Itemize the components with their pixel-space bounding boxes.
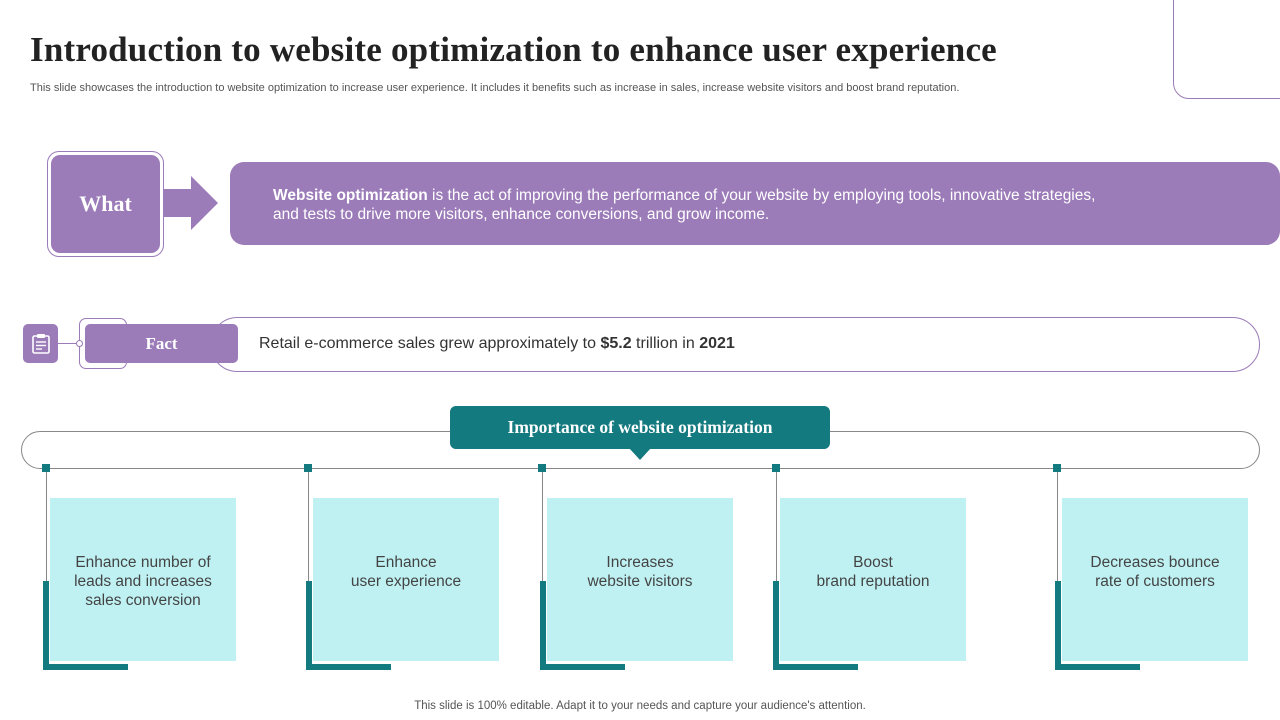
importance-card-4: Boost brand reputation xyxy=(780,498,966,661)
item-node xyxy=(772,464,780,472)
importance-card-3: Increases website visitors xyxy=(547,498,733,661)
right-arrow-icon xyxy=(163,176,218,230)
item-node xyxy=(304,464,312,472)
fact-icon-box xyxy=(23,324,58,363)
footer-note: This slide is 100% editable. Adapt it to… xyxy=(414,700,866,712)
importance-pointer xyxy=(629,448,651,460)
item-accent-bracket xyxy=(773,581,858,670)
what-term: Website optimization xyxy=(273,187,428,204)
importance-title: Importance of website optimization xyxy=(507,417,773,437)
fact-label-box: Fact xyxy=(85,324,238,363)
importance-card-5: Decreases bounce rate of customers xyxy=(1062,498,1248,661)
what-definition-banner: Website optimization is the act of impro… xyxy=(230,162,1280,245)
fact-connector-line xyxy=(58,343,78,344)
item-connector-line xyxy=(46,469,47,581)
what-label-box: What xyxy=(51,155,160,253)
item-node xyxy=(1053,464,1061,472)
item-connector-line xyxy=(1057,469,1058,581)
item-connector-line xyxy=(776,469,777,581)
fact-connector-dot xyxy=(76,340,83,347)
importance-header: Importance of website optimization xyxy=(450,406,830,449)
item-node xyxy=(42,464,50,472)
item-accent-bracket xyxy=(43,581,128,670)
what-definition-line2: and tests to drive more visitors, enhanc… xyxy=(273,206,770,223)
fact-amount: $5.2 xyxy=(600,335,632,352)
fact-text: Retail e-commerce sales grew approximate… xyxy=(259,335,735,352)
item-accent-bracket xyxy=(1055,581,1140,670)
item-accent-bracket xyxy=(306,581,391,670)
page-title: Introduction to website optimization to … xyxy=(30,30,997,69)
corner-decoration xyxy=(1173,0,1280,99)
fact-year: 2021 xyxy=(699,335,735,352)
importance-card-2: Enhance user experience xyxy=(313,498,499,661)
fact-label: Fact xyxy=(145,333,178,353)
what-label: What xyxy=(79,191,132,216)
item-connector-line xyxy=(308,469,309,581)
item-accent-bracket xyxy=(540,581,625,670)
importance-card-1: Enhance number of leads and increases sa… xyxy=(50,498,236,661)
what-definition-line1: Website optimization is the act of impro… xyxy=(273,187,1096,204)
item-connector-line xyxy=(542,469,543,581)
page-subtitle: This slide showcases the introduction to… xyxy=(30,82,960,94)
report-icon xyxy=(31,333,50,354)
item-node xyxy=(538,464,546,472)
